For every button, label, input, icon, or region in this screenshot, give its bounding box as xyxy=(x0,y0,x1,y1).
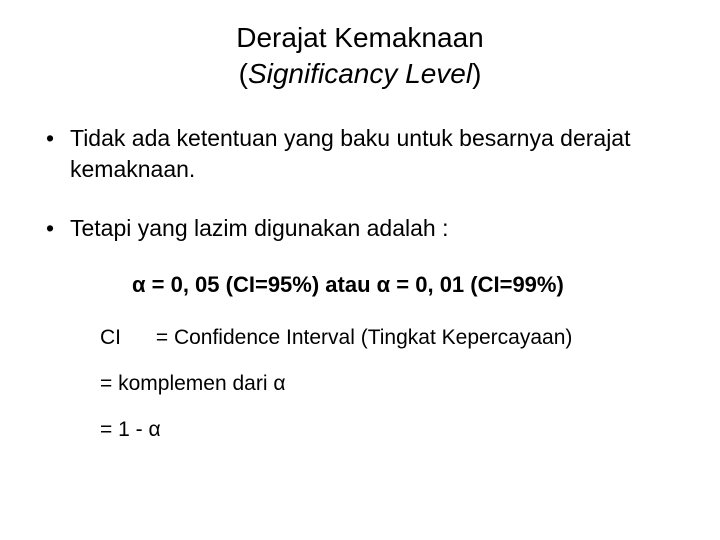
ci-label: CI xyxy=(100,326,150,350)
title-paren-open: ( xyxy=(239,58,248,89)
bullet-item-1: Tidak ada ketentuan yang baku untuk besa… xyxy=(40,123,680,185)
bullet-item-2: Tetapi yang lazim digunakan adalah : xyxy=(40,213,680,244)
formula-line: α = 0, 05 (CI=95%) atau α = 0, 01 (CI=99… xyxy=(40,272,680,298)
definition-ci: CI = Confidence Interval (Tingkat Keperc… xyxy=(40,326,680,350)
title-line-2: (Significancy Level) xyxy=(40,56,680,92)
title-line-1: Derajat Kemaknaan xyxy=(40,20,680,56)
bullet-list: Tidak ada ketentuan yang baku untuk besa… xyxy=(40,123,680,244)
definition-complement: = komplemen dari α xyxy=(40,372,680,396)
title-italic-text: Significancy Level xyxy=(248,58,472,89)
ci-text: = Confidence Interval (Tingkat Kepercaya… xyxy=(156,326,573,349)
slide-title: Derajat Kemaknaan (Significancy Level) xyxy=(40,20,680,93)
definition-formula: = 1 - α xyxy=(40,418,680,442)
title-paren-close: ) xyxy=(472,58,481,89)
